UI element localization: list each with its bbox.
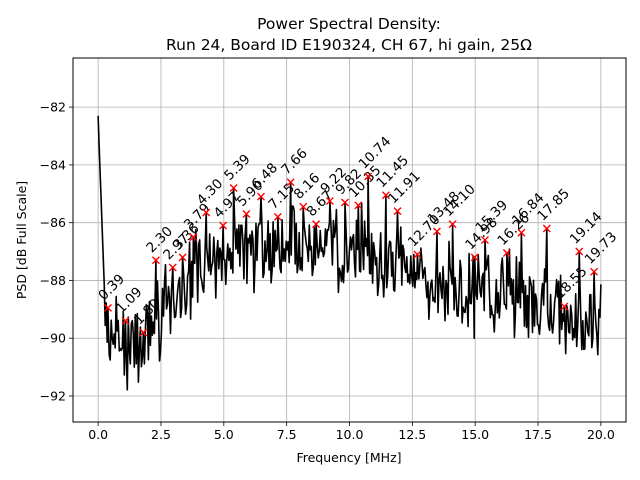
y-axis-label: PSD [dB Full Scale] xyxy=(14,181,29,299)
x-marker-stroke xyxy=(480,236,489,244)
y-tick-label: −92 xyxy=(40,389,66,404)
x-marker-stroke xyxy=(413,250,422,259)
peak-marker xyxy=(340,198,349,207)
psd-line xyxy=(97,115,602,391)
x-marker-stroke xyxy=(575,247,584,256)
x-marker-stroke xyxy=(560,302,569,311)
x-axis-label: Frequency [MHz] xyxy=(296,450,401,465)
peak-marker xyxy=(273,212,282,221)
peak-marker xyxy=(325,197,334,205)
peak-marker xyxy=(575,247,584,256)
peak-marker xyxy=(121,316,130,325)
x-marker-stroke xyxy=(542,224,551,233)
peak-marker xyxy=(178,253,187,262)
y-tick-label: −82 xyxy=(40,100,66,115)
x-marker-stroke xyxy=(202,208,211,217)
x-marker-stroke xyxy=(139,328,148,337)
grid xyxy=(73,58,626,422)
x-marker-stroke xyxy=(340,198,349,207)
x-tick-label: 0.0 xyxy=(88,427,108,442)
x-marker-stroke xyxy=(517,228,526,237)
peak-marker xyxy=(470,253,479,262)
peak-marker xyxy=(139,328,148,337)
x-marker-stroke xyxy=(470,253,479,262)
x-marker-stroke xyxy=(393,207,402,216)
x-marker-stroke xyxy=(286,178,295,187)
x-marker-stroke xyxy=(168,263,177,272)
peak-marker xyxy=(393,207,402,216)
x-marker-stroke xyxy=(121,316,130,325)
x-tick-label: 15.0 xyxy=(461,427,489,442)
y-tick-label: −90 xyxy=(40,331,66,346)
x-marker-stroke xyxy=(448,220,457,229)
peak-marker xyxy=(354,201,363,210)
x-marker-stroke xyxy=(325,197,334,205)
x-marker-stroke xyxy=(189,233,198,242)
x-marker-stroke xyxy=(273,212,282,221)
x-marker-stroke xyxy=(242,210,251,218)
x-marker-stroke xyxy=(151,256,160,265)
peak-marker xyxy=(480,236,489,244)
x-marker-stroke xyxy=(299,202,308,211)
x-marker-stroke xyxy=(354,201,363,210)
peak-marker xyxy=(542,224,551,233)
x-marker-stroke xyxy=(229,184,238,192)
y-tick-label: −86 xyxy=(40,215,66,230)
x-marker-stroke xyxy=(219,221,228,230)
y-tick-label: −84 xyxy=(40,157,66,172)
peak-marker xyxy=(189,233,198,242)
peak-marker xyxy=(590,267,599,276)
x-marker-stroke xyxy=(178,253,187,262)
x-marker-stroke xyxy=(432,227,441,236)
x-tick-label: 5.0 xyxy=(214,427,234,442)
peak-marker xyxy=(202,208,211,217)
peak-marker xyxy=(299,202,308,211)
peak-marker xyxy=(560,302,569,311)
peak-marker xyxy=(229,184,238,192)
x-marker-stroke xyxy=(590,267,599,276)
peak-marker xyxy=(502,249,511,257)
x-tick-label: 7.5 xyxy=(277,427,297,442)
psd-trace-group xyxy=(97,115,602,391)
peak-marker xyxy=(517,228,526,237)
x-tick-label: 17.5 xyxy=(524,427,552,442)
peak-marker xyxy=(364,172,373,181)
x-tick-label: 12.5 xyxy=(398,427,426,442)
peak-marker xyxy=(103,303,112,312)
axis-ticks: 0.0 2.5 5.0 7.5 10.0 12.5 15.0 17.5 20.0 −82 −84 −8… xyxy=(40,100,615,442)
peak-marker xyxy=(286,178,295,187)
x-marker-stroke xyxy=(364,172,373,181)
x-marker-stroke xyxy=(257,192,266,201)
x-tick-label: 10.0 xyxy=(336,427,364,442)
peak-marker xyxy=(219,221,228,230)
x-tick-label: 2.5 xyxy=(151,427,171,442)
peak-marker xyxy=(413,250,422,259)
peak-marker xyxy=(257,192,266,201)
x-marker-stroke xyxy=(312,220,321,229)
x-marker-stroke xyxy=(502,249,511,257)
x-marker-stroke xyxy=(381,191,390,200)
plot-frame xyxy=(72,57,627,423)
peak-marker xyxy=(312,220,321,229)
chart-title: Power Spectral Density: xyxy=(257,15,441,33)
peak-marker xyxy=(381,191,390,200)
peak-marker xyxy=(168,263,177,272)
x-tick-label: 20.0 xyxy=(587,427,615,442)
peak-marker xyxy=(151,256,160,265)
peak-marker xyxy=(242,210,251,218)
x-marker-stroke xyxy=(103,303,112,312)
peak-marker xyxy=(432,227,441,236)
peak-marker xyxy=(448,220,457,229)
y-tick-label: −88 xyxy=(40,273,66,288)
chart-subtitle: Run 24, Board ID E190324, CH 67, hi gain… xyxy=(166,36,532,54)
